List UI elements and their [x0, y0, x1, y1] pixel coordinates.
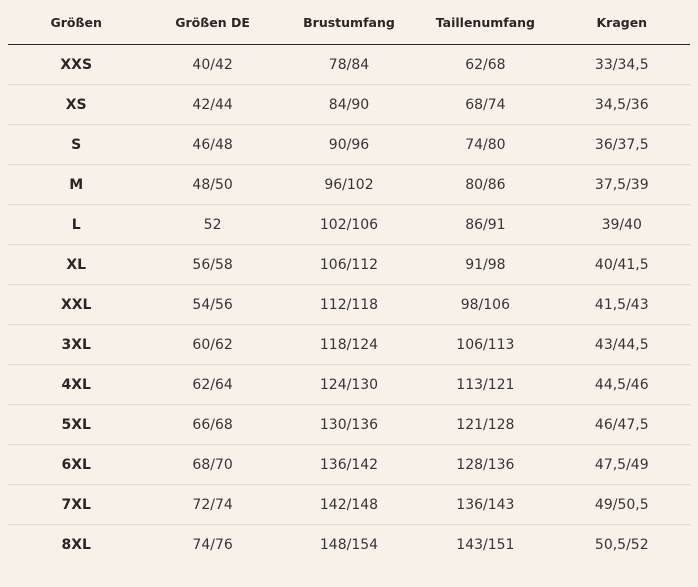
table-row: 6XL 68/70 136/142 128/136 47,5/49: [8, 444, 690, 485]
cell-collar: 50,5/52: [594, 536, 649, 553]
table-row: M 48/50 96/102 80/86 37,5/39: [8, 164, 690, 205]
table-row: XXL 54/56 112/118 98/106 41,5/43: [8, 284, 690, 325]
cell-waist: 106/113: [417, 324, 554, 365]
cell-size: XS: [8, 84, 145, 125]
cell-size-de: 56/58: [144, 244, 281, 285]
cell-size: 8XL: [61, 536, 91, 553]
cell-collar: 46/47,5: [553, 404, 690, 445]
cell-size: XXL: [8, 284, 145, 325]
cell-size-de: 54/56: [144, 284, 281, 325]
table-row: 4XL 62/64 124/130 113/121 44,5/46: [8, 364, 690, 405]
table-row: XL 56/58 106/112 91/98 40/41,5: [8, 244, 690, 285]
header-waist: Taillenumfang: [417, 0, 554, 45]
table-row: 7XL 72/74 142/148 136/143 49/50,5: [8, 484, 690, 525]
cell-size-de: 62/64: [144, 364, 281, 405]
size-chart: Größen Größen DE Brustumfang Taillenumfa…: [8, 0, 690, 564]
cell-waist: 91/98: [417, 244, 554, 285]
cell-waist: 143/151: [456, 536, 515, 553]
cell-collar: 39/40: [553, 204, 690, 245]
cell-collar: 44,5/46: [553, 364, 690, 405]
cell-size-de: 42/44: [144, 84, 281, 125]
cell-size-de: 68/70: [144, 444, 281, 485]
cell-chest: 118/124: [280, 324, 418, 365]
cell-size: 3XL: [8, 324, 145, 365]
cell-size: M: [8, 164, 145, 205]
header-chest: Brustumfang: [280, 0, 418, 45]
cell-chest: 112/118: [280, 284, 418, 325]
cell-collar: 49/50,5: [553, 484, 690, 525]
cell-waist: 86/91: [417, 204, 554, 245]
cell-waist: 98/106: [417, 284, 554, 325]
cell-size: S: [8, 124, 145, 165]
table-row: XS 42/44 84/90 68/74 34,5/36: [8, 84, 690, 125]
cell-size: L: [8, 204, 145, 245]
cell-waist: 62/68: [417, 44, 554, 85]
cell-waist: 80/86: [417, 164, 554, 205]
cell-waist: 74/80: [417, 124, 554, 165]
header-row: Größen Größen DE Brustumfang Taillenumfa…: [8, 0, 690, 45]
cell-collar: 41,5/43: [553, 284, 690, 325]
cell-size-de: 48/50: [144, 164, 281, 205]
table-body: XXS 40/42 78/84 62/68 33/34,5 XS 42/44 84/90 68/…: [8, 44, 690, 565]
cell-collar: 40/41,5: [553, 244, 690, 285]
cell-size-de: 46/48: [144, 124, 281, 165]
table-row: S 46/48 90/96 74/80 36/37,5: [8, 124, 690, 165]
cell-size: 5XL: [8, 404, 145, 445]
cell-waist: 121/128: [417, 404, 554, 445]
cell-chest: 142/148: [280, 484, 418, 525]
cell-size-de: 60/62: [144, 324, 281, 365]
cell-chest: 124/130: [280, 364, 418, 405]
cell-chest: 84/90: [280, 84, 418, 125]
cell-chest: 130/136: [280, 404, 418, 445]
table-row: 8XL 74/76 148/154 143/151 50,5/52: [8, 525, 690, 565]
header-size-de: Größen DE: [144, 0, 281, 45]
cell-size: 6XL: [8, 444, 145, 485]
cell-size: XL: [8, 244, 145, 285]
cell-size-de: 74/76: [192, 536, 233, 553]
table-header: Größen Größen DE Brustumfang Taillenumfa…: [8, 0, 690, 45]
cell-collar: 47,5/49: [553, 444, 690, 485]
cell-size: 7XL: [8, 484, 145, 525]
cell-size-de: 40/42: [144, 44, 281, 85]
cell-chest: 136/142: [280, 444, 418, 485]
cell-size-de: 52: [144, 204, 281, 245]
cell-chest: 102/106: [280, 204, 418, 245]
table-row: XXS 40/42 78/84 62/68 33/34,5: [8, 44, 690, 85]
header-collar: Kragen: [553, 0, 690, 45]
cell-chest: 78/84: [280, 44, 418, 85]
table-row: 3XL 60/62 118/124 106/113 43/44,5: [8, 324, 690, 365]
cell-chest: 90/96: [280, 124, 418, 165]
cell-collar: 37,5/39: [553, 164, 690, 205]
cell-collar: 34,5/36: [553, 84, 690, 125]
cell-collar: 36/37,5: [553, 124, 690, 165]
cell-chest: 148/154: [319, 536, 379, 553]
table-row: L 52 102/106 86/91 39/40: [8, 204, 690, 245]
cell-waist: 113/121: [417, 364, 554, 405]
cell-waist: 68/74: [417, 84, 554, 125]
size-table: Größen Größen DE Brustumfang Taillenumfa…: [8, 0, 690, 564]
cell-size: 4XL: [8, 364, 145, 405]
cell-size: XXS: [8, 44, 145, 85]
cell-collar: 33/34,5: [553, 44, 690, 85]
cell-chest: 106/112: [280, 244, 418, 285]
cell-waist: 128/136: [417, 444, 554, 485]
table-row: 5XL 66/68 130/136 121/128 46/47,5: [8, 404, 690, 445]
header-size: Größen: [8, 0, 145, 45]
cell-waist: 136/143: [417, 484, 554, 525]
cell-size-de: 66/68: [144, 404, 281, 445]
cell-collar: 43/44,5: [553, 324, 690, 365]
cell-chest: 96/102: [280, 164, 418, 205]
cell-size-de: 72/74: [144, 484, 281, 525]
